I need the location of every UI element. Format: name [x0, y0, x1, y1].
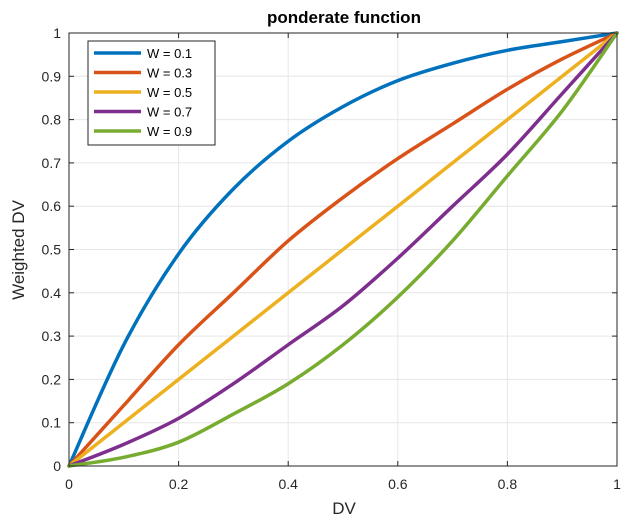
chart-title: ponderate function: [267, 8, 421, 27]
y-tick-label: 0: [53, 458, 61, 474]
y-tick-label: 0.8: [42, 112, 62, 128]
series-line-5: [67, 31, 619, 468]
series-line-2: [67, 31, 619, 468]
x-tick-label: 1: [613, 476, 621, 492]
y-tick-label: 0.3: [42, 328, 62, 344]
x-tick-label: 0: [65, 476, 73, 492]
y-tick-label: 0.1: [42, 415, 62, 431]
x-axis-label: DV: [332, 499, 356, 518]
x-tick-label: 0.2: [169, 476, 189, 492]
y-tick-label: 0.2: [42, 371, 62, 387]
y-tick-label: 0.4: [42, 285, 62, 301]
plot-area: 0 0.2 0.4 0.6 0.8 1 0 0.1 0.2 0.3 0.4 0.5 0.6 0.7 0.8 0…: [42, 25, 622, 492]
y-tick-label: 0.9: [42, 68, 62, 84]
y-axis-label: Weighted DV: [9, 199, 28, 300]
x-tick-label: 0.8: [498, 476, 518, 492]
x-tick-label: 0.4: [278, 476, 298, 492]
series-line-4: [67, 31, 619, 468]
y-tick-label: 1: [53, 25, 61, 41]
legend-label-2: W = 0.3: [147, 66, 192, 81]
series-line-1: [67, 31, 619, 468]
x-tick-label: 0.6: [388, 476, 408, 492]
y-tick-label: 0.5: [42, 242, 62, 258]
y-tick-label: 0.6: [42, 198, 62, 214]
y-tick-label: 0.7: [42, 155, 62, 171]
legend-label-4: W = 0.7: [147, 105, 192, 120]
legend-label-3: W = 0.5: [147, 85, 192, 100]
series-line-3: [67, 31, 619, 468]
legend-label-5: W = 0.9: [147, 124, 192, 139]
legend-label-1: W = 0.1: [147, 46, 192, 61]
